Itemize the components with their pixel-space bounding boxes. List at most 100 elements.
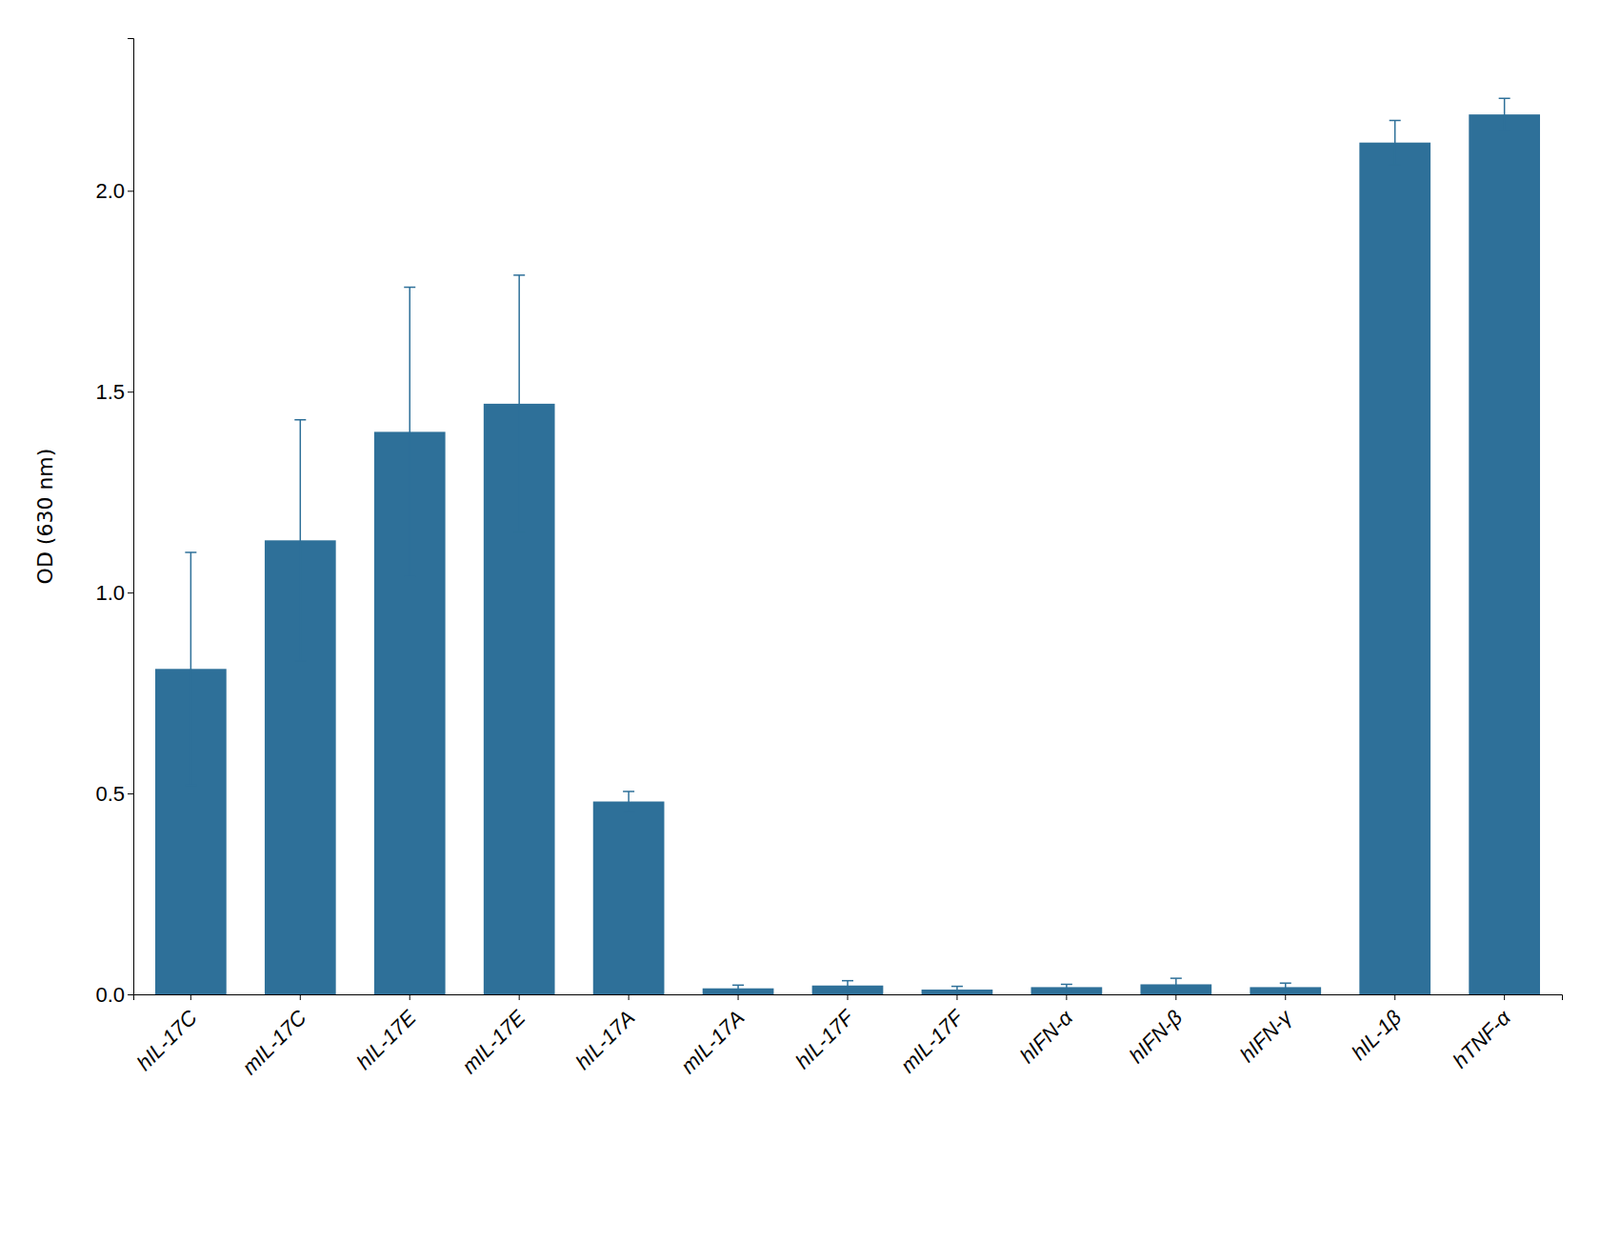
error-bar	[1503, 98, 1506, 131]
x-tick-label: hIL-1β	[1346, 1004, 1406, 1064]
x-tick-mark	[519, 994, 520, 1000]
x-tick-label: mIL-17E	[457, 1004, 531, 1079]
x-tick: hIFN-γ	[1235, 994, 1299, 1067]
y-tick: 0.5	[95, 781, 134, 806]
x-tick-label: hIL-17E	[351, 1004, 420, 1074]
x-tick: mIL-17F	[896, 994, 970, 1078]
chart: 0.0 0.5 1.0 1.5 2.0 hIL-17C mIL-17C hIL-17E mIL-…	[0, 0, 1600, 1242]
x-tick-mark	[847, 994, 849, 1000]
y-tick: 1.0	[95, 580, 134, 605]
x-tick-label: hIFN-β	[1124, 1004, 1188, 1068]
x-tick: hIL-17F	[790, 994, 860, 1074]
error-cap	[1499, 129, 1511, 132]
error-bar	[737, 984, 740, 992]
x-tick-label: hIL-17C	[132, 1005, 202, 1076]
error-cap	[403, 286, 416, 289]
error-cap	[732, 990, 744, 993]
marks	[155, 98, 1540, 995]
y-axis: 0.0 0.5 1.0 1.5 2.0	[95, 39, 134, 1007]
error-bar	[1394, 120, 1397, 164]
error-bar	[408, 287, 411, 578]
x-tick-mark	[738, 994, 740, 1000]
error-cap	[951, 992, 963, 995]
y-tick-label: 0.5	[95, 781, 125, 806]
x-tick-mark	[628, 994, 630, 1000]
error-bar	[518, 275, 520, 533]
x-tick-mark	[1175, 994, 1177, 1000]
x-tick: mIL-17C	[237, 994, 311, 1080]
error-cap	[1170, 989, 1182, 992]
y-tick: 2.0	[95, 179, 134, 203]
x-tick-mark	[300, 994, 301, 1000]
x-tick: hIL-17E	[351, 994, 420, 1075]
error-bars	[184, 98, 1510, 993]
x-tick: hTNF-α	[1447, 994, 1517, 1073]
error-cap	[732, 984, 744, 987]
error-cap	[1280, 981, 1292, 984]
error-bar	[300, 420, 302, 661]
x-tick-mark	[1065, 994, 1067, 1000]
x-tick-mark	[1503, 994, 1505, 1000]
error-cap	[184, 784, 197, 787]
error-cap	[1060, 983, 1073, 986]
error-cap	[1499, 98, 1511, 100]
error-bar	[1175, 978, 1178, 991]
error-cap	[184, 551, 197, 554]
y-tick-label: 0.0	[95, 982, 125, 1007]
x-tick-mark	[409, 994, 411, 1000]
x-tick-label: hIL-17F	[790, 1004, 860, 1074]
x-axis: hIL-17C mIL-17C hIL-17E mIL-17E hIL-17A mIL-1…	[132, 994, 1563, 1080]
x-tick-mark	[956, 994, 958, 1000]
x-tick: hIL-17C	[132, 994, 202, 1076]
x-tick-label: hIFN-α	[1015, 1004, 1079, 1068]
x-tick-label: hIFN-γ	[1235, 1003, 1299, 1067]
y-tick-label: 1.0	[95, 580, 125, 605]
x-tick-label: hTNF-α	[1447, 1004, 1517, 1074]
error-cap	[622, 790, 635, 793]
x-tick: mIL-17E	[457, 994, 531, 1079]
x-tick-mark	[190, 994, 192, 1000]
x-axis-line	[134, 995, 1563, 1001]
error-bar	[627, 791, 630, 812]
error-cap	[841, 980, 854, 982]
bar	[1359, 142, 1431, 995]
x-tick-label: hIL-17A	[570, 1005, 640, 1075]
error-cap	[622, 810, 635, 813]
error-cap	[403, 576, 416, 579]
x-tick: hIFN-α	[1015, 994, 1079, 1068]
y-axis-line	[127, 39, 135, 996]
error-cap	[1060, 989, 1073, 992]
bar	[593, 801, 665, 995]
error-cap	[951, 985, 963, 988]
error-bar	[846, 980, 849, 991]
error-bar	[190, 552, 193, 786]
x-tick-mark	[1394, 994, 1396, 1000]
error-cap	[294, 419, 306, 421]
error-bar	[1284, 982, 1287, 991]
y-tick: 1.5	[95, 380, 134, 404]
y-tick-label: 2.0	[95, 179, 125, 203]
y-tick-mark	[127, 592, 134, 594]
x-tick: hIFN-β	[1124, 994, 1188, 1068]
plot: 0.0 0.5 1.0 1.5 2.0 hIL-17C mIL-17C hIL-17E mIL-…	[33, 39, 1563, 1080]
error-cap	[513, 274, 525, 277]
y-axis-title: OD (630 nm)	[33, 448, 58, 585]
error-cap	[294, 660, 306, 662]
x-tick-mark	[1284, 994, 1286, 1000]
error-cap	[513, 531, 525, 534]
x-tick-label: mIL-17C	[237, 1005, 311, 1080]
error-cap	[1170, 977, 1182, 980]
y-tick-mark	[127, 190, 134, 192]
y-tick-label: 1.5	[95, 380, 125, 404]
error-cap	[1389, 120, 1401, 122]
x-tick-label: mIL-17A	[676, 1005, 749, 1079]
bar	[1468, 114, 1540, 995]
error-cap	[1389, 163, 1401, 166]
y-tick-mark	[127, 793, 134, 795]
x-tick: hIL-1β	[1346, 994, 1406, 1065]
y-tick-mark	[127, 994, 134, 996]
y-tick: 0.0	[95, 982, 134, 1007]
error-cap	[841, 989, 854, 992]
error-cap	[1280, 990, 1292, 993]
error-bar	[956, 986, 959, 994]
